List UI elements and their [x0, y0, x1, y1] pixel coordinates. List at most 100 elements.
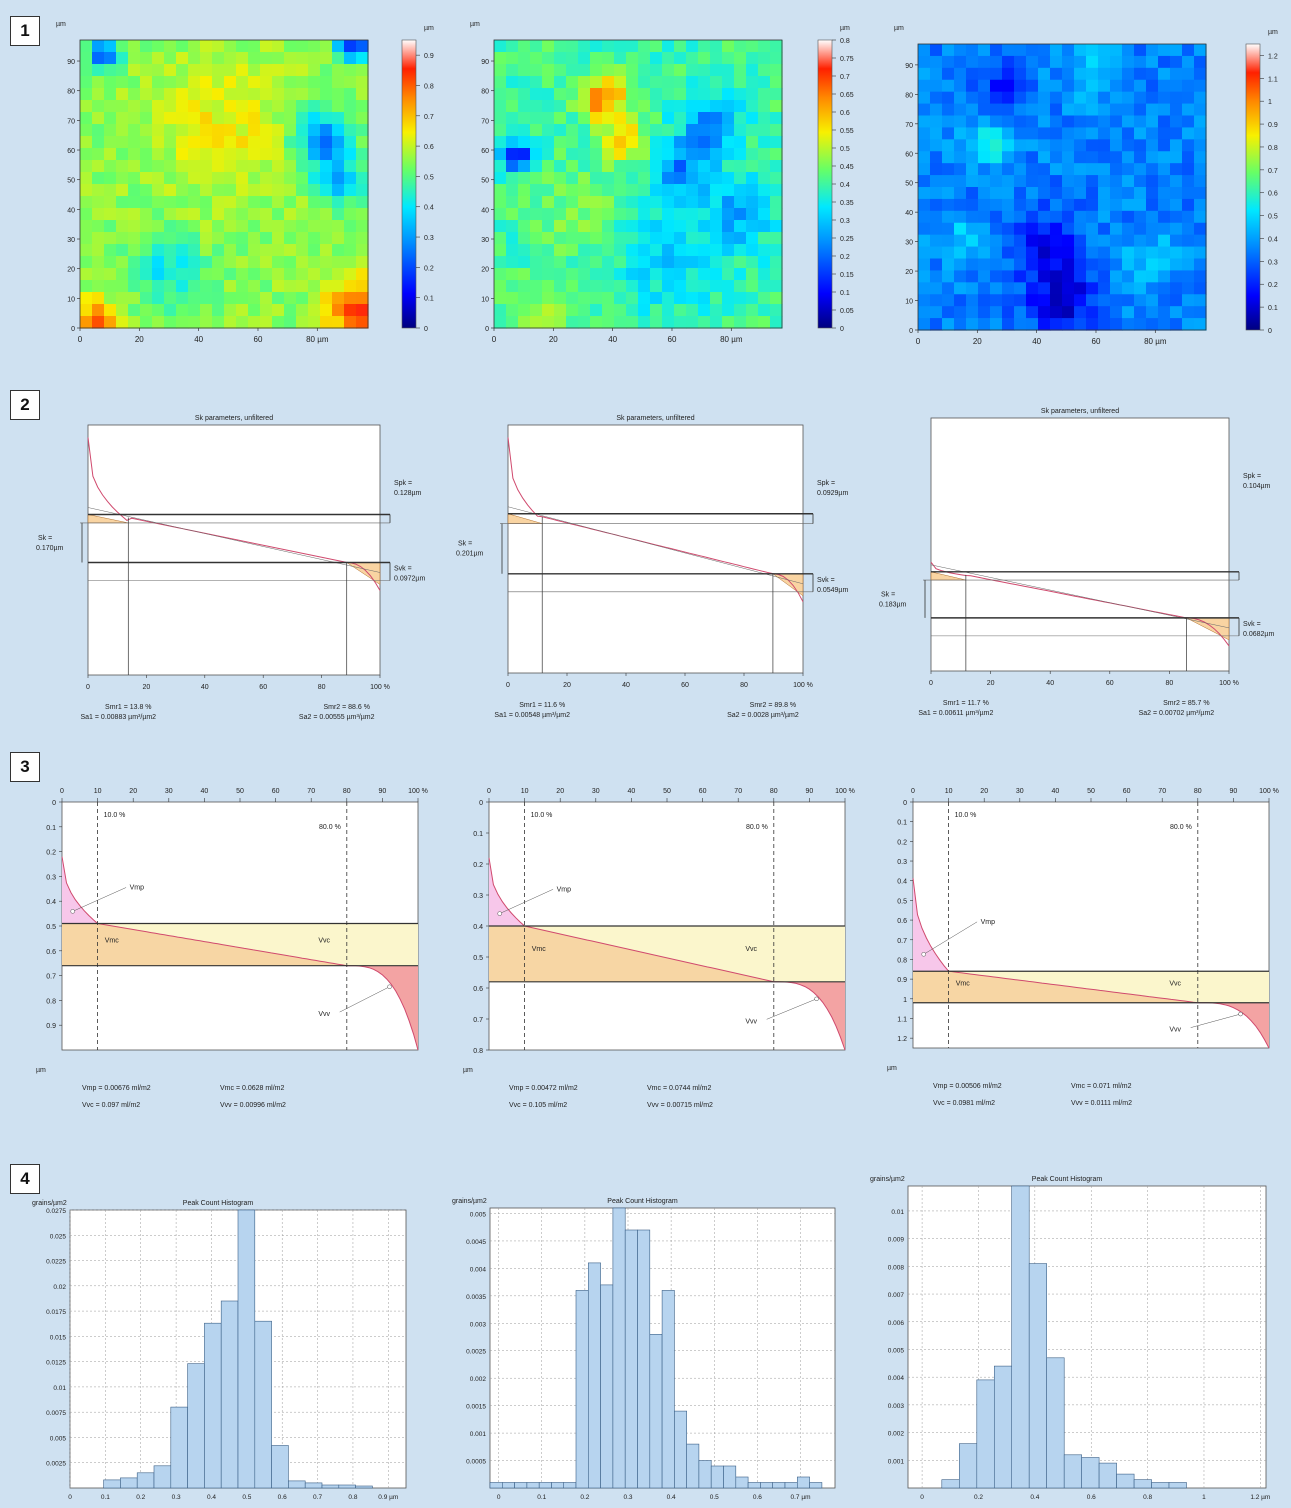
heatmap-cell: [80, 160, 93, 173]
heatmap-cell: [578, 100, 591, 113]
heatmap-cell: [494, 112, 507, 125]
heatmap-cell: [638, 76, 651, 89]
heatmap-unit-label: µm: [894, 25, 904, 32]
heatmap-cell: [272, 268, 285, 281]
heatmap-cell: [614, 244, 627, 257]
heatmap-cell: [308, 64, 321, 77]
heatmap-cell: [930, 294, 943, 307]
heatmap-cell: [722, 160, 735, 173]
heatmap-cell: [272, 40, 285, 53]
colorbar-tick-label: 0.7: [424, 114, 434, 121]
heatmap-cell: [942, 198, 955, 212]
heatmap-cell: [686, 124, 699, 137]
heatmap-cell: [188, 88, 201, 101]
heatmap-cell: [272, 160, 285, 173]
heatmap-cell: [1110, 44, 1123, 57]
heatmap-cell: [990, 306, 1003, 319]
vvv-pointer: [766, 998, 817, 1020]
heatmap-cell: [650, 40, 663, 53]
heatmap-cell: [662, 40, 675, 53]
heatmap-cell: [530, 208, 543, 221]
heatmap-cell: [966, 103, 979, 117]
heatmap-cell: [494, 244, 507, 257]
heatmap-cell: [284, 208, 297, 221]
heatmap-cell: [224, 148, 237, 161]
volume-plot-frame: [912, 801, 1270, 1049]
heatmap-cell: [1086, 246, 1099, 260]
heatmap-cell: [1098, 198, 1111, 212]
heatmap-cell: [200, 148, 213, 161]
heatmap-cell: [296, 136, 309, 149]
heatmap-cell: [1038, 79, 1051, 93]
heatmap-cell: [662, 148, 675, 161]
heatmap-cell: [284, 148, 297, 161]
heatmap-cell: [1086, 55, 1099, 69]
heatmap-cell: [248, 64, 261, 77]
y-tick-label: 30: [905, 240, 913, 247]
x-tick-label: 0.1: [101, 1494, 110, 1501]
heatmap-cell: [104, 40, 117, 53]
heatmap-cell: [320, 172, 333, 185]
y-tick-label: 30: [67, 237, 75, 244]
heatmap-cell: [954, 91, 967, 105]
heatmap-cell: [308, 76, 321, 89]
heatmap-cell: [1014, 151, 1027, 164]
spk-value: 0.0929µm: [817, 490, 848, 497]
heatmap-cell: [698, 124, 711, 137]
heatmap-cell: [662, 268, 675, 281]
heatmap-cell: [566, 268, 579, 281]
heatmap-cell: [554, 64, 567, 77]
heatmap-cell: [356, 208, 369, 221]
heatmap-cell: [614, 196, 627, 209]
heatmap-cell: [1110, 91, 1123, 105]
heatmap-cell: [128, 232, 141, 245]
x-tick-label: 40: [608, 335, 617, 344]
heatmap-cell: [662, 160, 675, 173]
heatmap-cell: [590, 112, 603, 125]
heatmap-cell: [1110, 210, 1123, 224]
heatmap-cell: [152, 136, 165, 149]
heatmap-cell: [674, 220, 687, 233]
heatmap-cell: [966, 163, 979, 176]
heatmap-cell: [296, 88, 309, 101]
heatmap-cell: [770, 280, 783, 293]
heatmap-cell: [710, 172, 723, 185]
heatmap-cell: [590, 64, 603, 77]
histogram-ylabel: grains/µm2: [452, 1198, 487, 1205]
heatmap-cell: [530, 220, 543, 233]
heatmap-cell: [1050, 318, 1063, 331]
heatmap-cell: [918, 79, 931, 93]
colorbar-tick-label: 0.4: [840, 182, 850, 189]
heatmap-cell: [990, 67, 1003, 81]
heatmap-cell: [1182, 127, 1195, 140]
heatmap-cell: [296, 244, 309, 257]
heatmap-cell: [332, 100, 345, 113]
heatmap-cell: [710, 136, 723, 149]
heatmap-cell: [578, 64, 591, 77]
heatmap-cell: [662, 64, 675, 77]
heatmap-cell: [1170, 55, 1183, 69]
heatmap-cell: [746, 112, 759, 125]
heatmap-cell: [734, 64, 747, 77]
heatmap-cell: [578, 292, 591, 305]
heatmap-cell: [128, 280, 141, 293]
histogram-4a: Peak Count Histogramgrains/µm20.02750.02…: [32, 1200, 407, 1501]
heatmap-cell: [1014, 210, 1027, 224]
heatmap-cell: [638, 316, 651, 329]
y-tick-label: 0.7: [897, 938, 907, 945]
vvv-area: [1197, 1002, 1269, 1048]
heatmap-cell: [1182, 175, 1195, 188]
histogram-bar: [103, 1479, 121, 1489]
heatmap-cell: [770, 184, 783, 197]
heatmap-cell: [1182, 187, 1195, 200]
heatmap-cell: [296, 268, 309, 281]
colorbar-tick-label: 0.1: [424, 296, 434, 303]
heatmap-cell: [614, 88, 627, 101]
heatmap-cell: [966, 79, 979, 93]
heatmap-cell: [1182, 44, 1195, 57]
heatmap-cell: [930, 187, 943, 200]
heatmap-cell: [770, 292, 783, 305]
heatmap-cell: [978, 139, 991, 152]
heatmap-cell: [554, 304, 567, 317]
